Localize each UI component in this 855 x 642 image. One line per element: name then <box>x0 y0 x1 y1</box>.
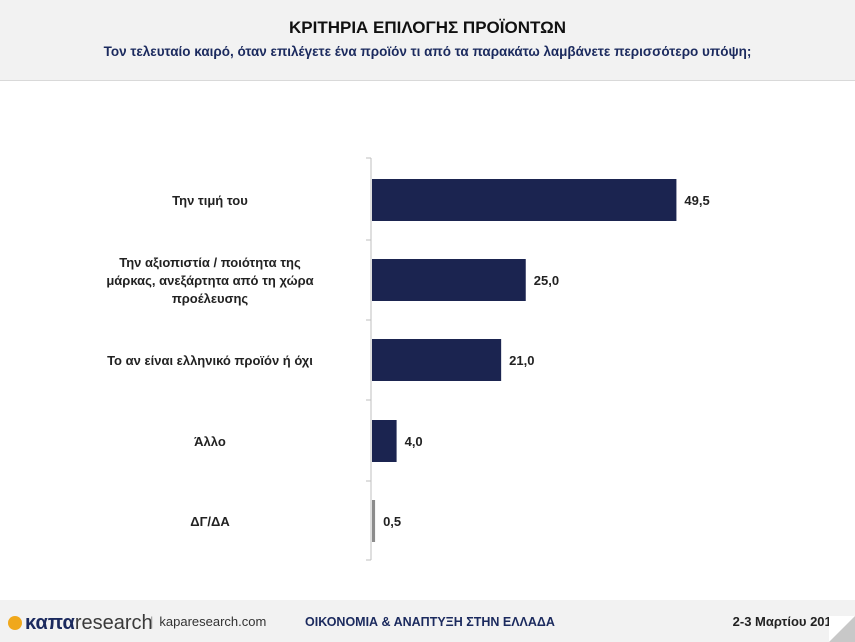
logo-mark-icon <box>8 616 22 630</box>
brand-logo: καπαresearch <box>8 612 153 635</box>
logo-bold-text: καπα <box>25 612 75 634</box>
bar <box>372 500 376 542</box>
logo-light-text: research <box>74 612 153 634</box>
footer-band <box>0 600 855 642</box>
site-link[interactable]: | kaparesearch.com <box>150 614 266 629</box>
value-label: 4,0 <box>405 434 423 449</box>
bar <box>372 259 526 301</box>
separator: | <box>150 614 154 629</box>
category-label: Την αξιοπιστία / ποιότητα της <box>119 255 301 270</box>
bar <box>372 179 677 221</box>
bar-chart: 49,5 Την τιμή του 25,0 Την αξιοπιστία / ποι… <box>106 157 710 561</box>
value-label: 49,5 <box>684 193 709 208</box>
category-label: μάρκας, ανεξάρτητα από τη χώρα <box>106 273 313 288</box>
value-label: 25,0 <box>534 273 559 288</box>
chart-subtitle: Τον τελευταίο καιρό, όταν επιλέγετε ένα … <box>103 44 752 59</box>
category-label: Το αν είναι ελληνικό προϊόν ή όχι <box>107 353 313 368</box>
value-label: 21,0 <box>509 353 534 368</box>
value-label: 0,5 <box>383 514 401 529</box>
header-band: ΚΡΙΤΗΡΙΑ ΕΠΙΛΟΓΗΣ ΠΡΟΪΟΝΤΩΝ Τον τελευταί… <box>0 0 855 81</box>
category-label: Την τιμή του <box>172 193 248 208</box>
category-label: προέλευσης <box>172 291 249 306</box>
category-label: Άλλο <box>194 434 226 449</box>
footer-date: 2-3 Μαρτίου 2017 <box>732 614 839 629</box>
site-url: kaparesearch.com <box>159 614 267 629</box>
bar <box>372 339 502 381</box>
footer-title: ΟΙΚΟΝΟΜΙΑ & ΑΝΑΠΤΥΞΗ ΣΤΗΝ ΕΛΛΑΔΑ <box>305 615 555 629</box>
chart-title: ΚΡΙΤΗΡΙΑ ΕΠΙΛΟΓΗΣ ΠΡΟΪΟΝΤΩΝ <box>289 18 566 37</box>
category-label: ΔΓ/ΔΑ <box>190 514 230 529</box>
bar <box>372 420 397 462</box>
page-curl-fold <box>829 616 855 642</box>
